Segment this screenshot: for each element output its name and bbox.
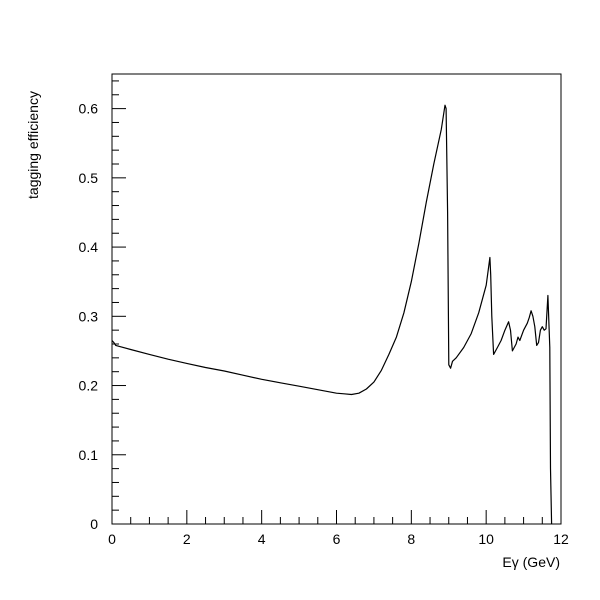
y-tick-label: 0.6 [79, 101, 99, 117]
x-tick-label: 6 [333, 531, 341, 547]
x-tick-label: 8 [407, 531, 415, 547]
y-axis-tick-labels: 0 0.1 0.2 0.3 0.4 0.5 0.6 [79, 101, 99, 532]
x-tick-label: 10 [478, 531, 494, 547]
x-tick-label: 2 [183, 531, 191, 547]
y-tick-label: 0.2 [79, 378, 99, 394]
x-tick-label: 12 [553, 531, 569, 547]
y-tick-label: 0.4 [79, 239, 99, 255]
x-axis-title: Eγ (GeV) [502, 554, 560, 570]
y-axis-ticks [112, 80, 126, 525]
y-tick-label: 0.1 [79, 447, 99, 463]
y-tick-label: 0 [90, 516, 98, 532]
y-axis-title: tagging efficiency [25, 91, 41, 199]
x-axis-ticks [111, 510, 562, 524]
x-tick-label: 4 [258, 531, 266, 547]
x-tick-label: 0 [108, 531, 116, 547]
y-tick-label: 0.5 [79, 170, 99, 186]
y-tick-label: 0.3 [79, 308, 99, 324]
x-axis-tick-labels: 0 2 4 6 8 10 12 [108, 531, 569, 547]
efficiency-curve [111, 104, 553, 525]
